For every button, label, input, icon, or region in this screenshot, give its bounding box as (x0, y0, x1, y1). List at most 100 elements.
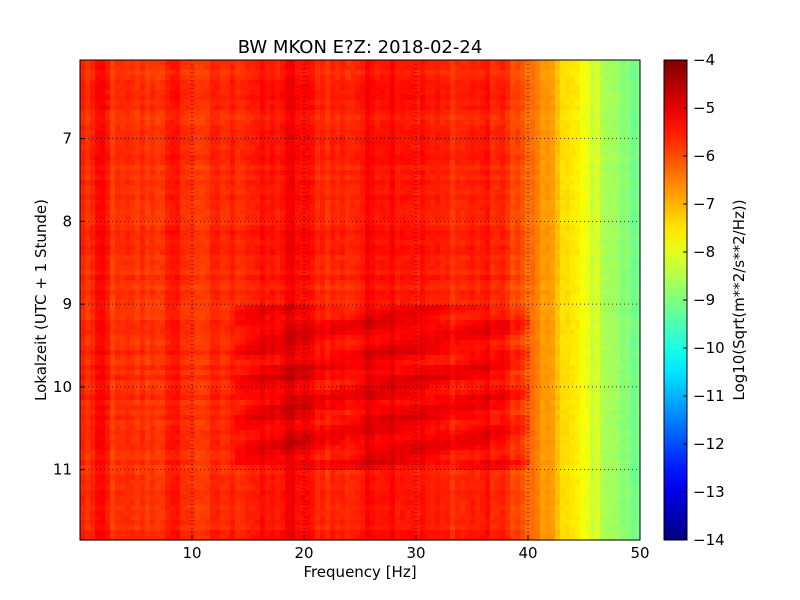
heatmap-cell (520, 270, 526, 276)
heatmap-cell (500, 220, 506, 226)
heatmap-cell (355, 205, 361, 211)
heatmap-cell (160, 205, 166, 211)
heatmap-cell (625, 210, 631, 216)
heatmap-cell (100, 100, 106, 106)
heatmap-cell (170, 280, 176, 286)
heatmap-cell (245, 145, 251, 151)
heatmap-cell (185, 275, 191, 281)
heatmap-cell (120, 90, 126, 96)
heatmap-cell (380, 220, 386, 226)
heatmap-cell (385, 155, 391, 161)
heatmap-cell (115, 225, 121, 231)
heatmap-cell (440, 275, 446, 281)
heatmap-cell (90, 115, 96, 121)
heatmap-cell (370, 160, 376, 166)
heatmap-cell (275, 100, 281, 106)
heatmap-cell (580, 265, 586, 271)
heatmap-cell (370, 60, 376, 66)
heatmap-cell (535, 115, 541, 121)
heatmap-cell (525, 80, 531, 86)
heatmap-cell (220, 155, 226, 161)
heatmap-cell (555, 270, 561, 276)
heatmap-cell (110, 275, 116, 281)
heatmap-cell (500, 250, 506, 256)
heatmap-cell (285, 155, 291, 161)
heatmap-cell (565, 85, 571, 91)
heatmap-cell (435, 135, 441, 141)
heatmap-cell (135, 240, 141, 246)
heatmap-cell (575, 145, 581, 151)
heatmap-cell (620, 75, 626, 81)
heatmap-cell (345, 260, 351, 266)
heatmap-cell (625, 165, 631, 171)
heatmap-cell (365, 245, 371, 251)
heatmap-cell (570, 135, 576, 141)
heatmap-cell (395, 140, 401, 146)
heatmap-cell (80, 160, 86, 166)
heatmap-cell (405, 160, 411, 166)
heatmap-cell (380, 110, 386, 116)
heatmap-cell (320, 260, 326, 266)
heatmap-cell (470, 185, 476, 191)
heatmap-cell (390, 145, 396, 151)
heatmap-cell (390, 280, 396, 286)
heatmap-cell (265, 140, 271, 146)
heatmap-cell (235, 190, 241, 196)
heatmap-cell (290, 110, 296, 116)
heatmap-cell (280, 90, 286, 96)
heatmap-cell (330, 75, 336, 81)
heatmap-cell (355, 175, 361, 181)
heatmap-cell (590, 70, 596, 76)
heatmap-cell (450, 105, 456, 111)
heatmap-cell (430, 170, 436, 176)
heatmap-cell (145, 60, 151, 66)
heatmap-cell (630, 205, 636, 211)
heatmap-cell (220, 120, 226, 126)
heatmap-cell (595, 190, 601, 196)
heatmap-cell (225, 85, 231, 91)
heatmap-cell (185, 90, 191, 96)
heatmap-cell (350, 100, 356, 106)
heatmap-cell (210, 280, 216, 286)
heatmap-cell (330, 265, 336, 271)
heatmap-cell (455, 190, 461, 196)
heatmap-cell (265, 260, 271, 266)
heatmap-cell (475, 205, 481, 211)
heatmap-cell (180, 235, 186, 241)
heatmap-cell (395, 185, 401, 191)
heatmap-cell (400, 205, 406, 211)
heatmap-cell (170, 180, 176, 186)
heatmap-cell (420, 270, 426, 276)
heatmap-cell (590, 185, 596, 191)
heatmap-cell (260, 100, 266, 106)
heatmap-cell (610, 155, 616, 161)
heatmap-cell (585, 235, 591, 241)
heatmap-cell (540, 270, 546, 276)
heatmap-cell (320, 270, 326, 276)
heatmap-cell (160, 135, 166, 141)
heatmap-cell (360, 255, 366, 261)
heatmap-cell (340, 175, 346, 181)
heatmap-cell (550, 155, 556, 161)
heatmap-cell (430, 270, 436, 276)
heatmap-cell (95, 120, 101, 126)
heatmap-cell (440, 130, 446, 136)
heatmap-cell (85, 160, 91, 166)
heatmap-cell (330, 90, 336, 96)
heatmap-cell (515, 75, 521, 81)
heatmap-cell (475, 110, 481, 116)
heatmap-cell (300, 80, 306, 86)
heatmap-cell (520, 225, 526, 231)
heatmap-cell (105, 125, 111, 131)
heatmap-cell (625, 200, 631, 206)
heatmap-cell (120, 215, 126, 221)
heatmap-cell (445, 70, 451, 76)
heatmap-cell (480, 200, 486, 206)
heatmap-cell (145, 260, 151, 266)
heatmap-cell (390, 190, 396, 196)
heatmap-cell (205, 95, 211, 101)
heatmap-cell (160, 150, 166, 156)
heatmap-cell (185, 160, 191, 166)
heatmap-cell (635, 225, 641, 231)
heatmap-cell (215, 230, 221, 236)
